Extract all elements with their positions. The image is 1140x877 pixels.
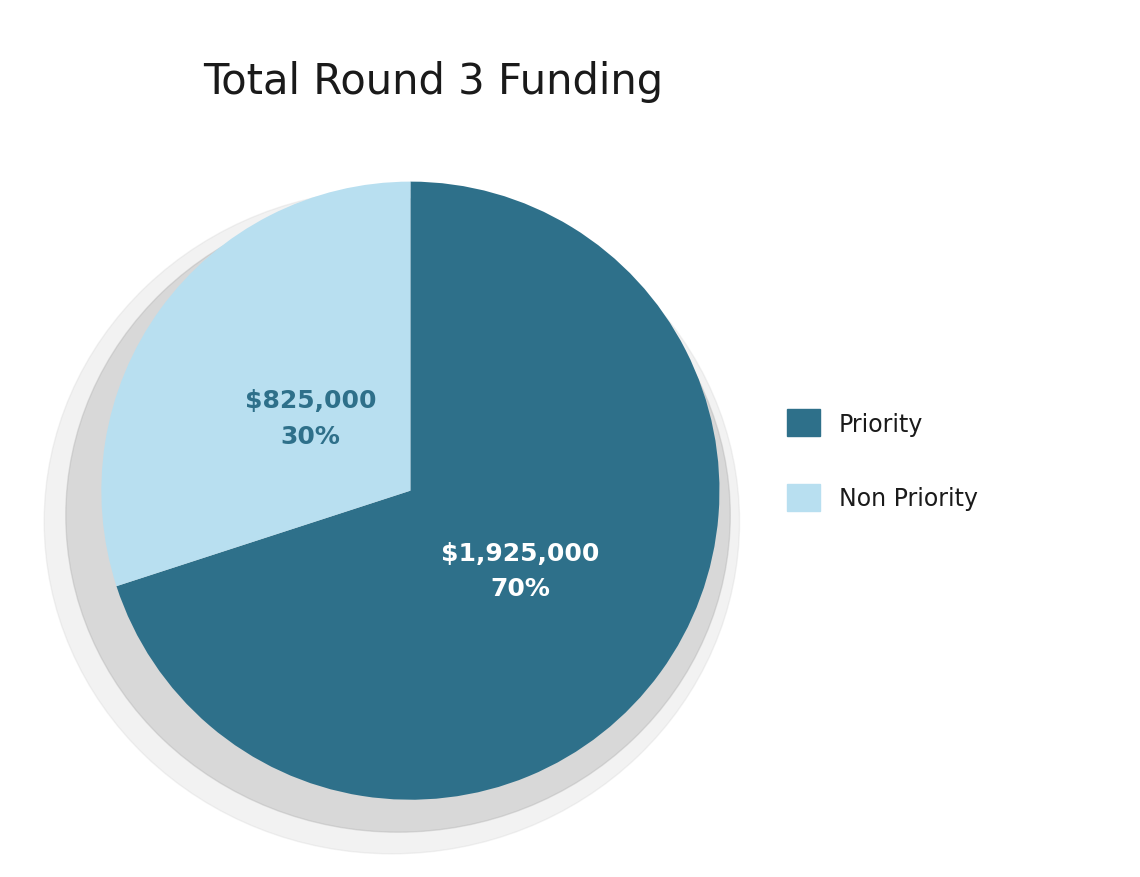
Legend: Priority, Non Priority: Priority, Non Priority (787, 410, 978, 511)
Wedge shape (101, 182, 410, 587)
Text: $825,000
30%: $825,000 30% (245, 389, 376, 448)
Text: $1,925,000
70%: $1,925,000 70% (441, 541, 600, 601)
Ellipse shape (66, 199, 731, 832)
Wedge shape (116, 182, 719, 800)
Text: Total Round 3 Funding: Total Round 3 Funding (203, 61, 663, 103)
Ellipse shape (44, 190, 740, 854)
